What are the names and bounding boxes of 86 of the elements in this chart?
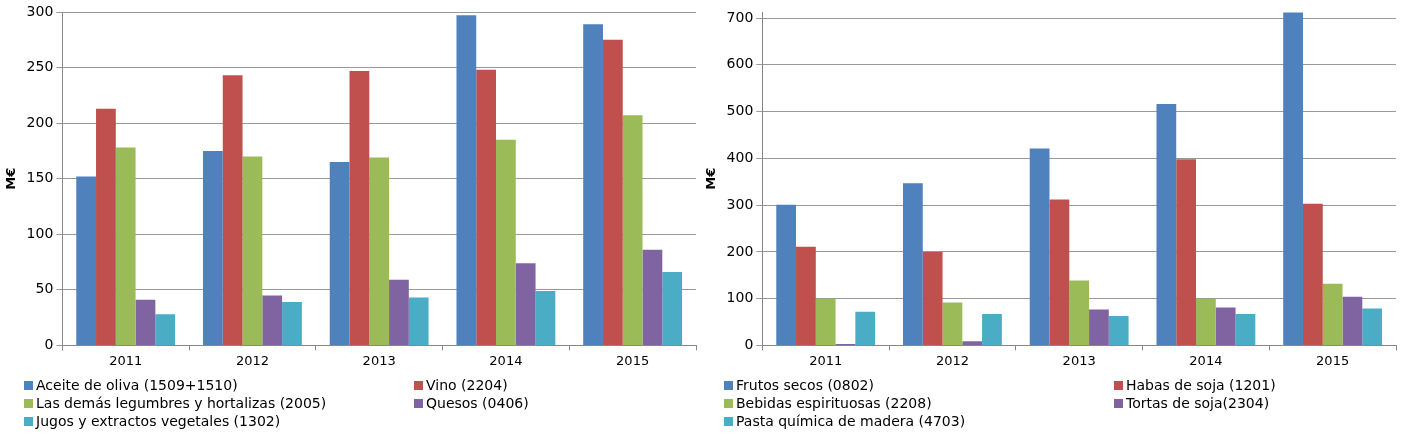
bar: [602, 39, 623, 345]
y-axis-title: M€: [3, 167, 19, 190]
legend-label: Aceite de oliva (1509+1510): [36, 376, 238, 394]
y-tick-label: 500: [726, 102, 754, 119]
bar: [662, 272, 683, 345]
bar: [222, 75, 243, 345]
legend-label: Vino (2204): [426, 376, 508, 394]
x-tick-label: 2012: [235, 352, 269, 368]
bar: [1176, 159, 1197, 345]
bar: [1049, 199, 1070, 345]
legend-label: Jugos y extractos vegetales (1302): [36, 412, 281, 430]
x-tick-label: 2015: [1316, 352, 1350, 368]
bar: [203, 150, 223, 345]
legend-label: Bebidas espirituosas (2208): [736, 394, 932, 412]
bar: [942, 302, 963, 345]
y-tick-label: 300: [26, 2, 54, 19]
bar: [622, 115, 643, 345]
bar: [1322, 283, 1343, 345]
bar: [1342, 296, 1363, 345]
y-tick-label: 700: [726, 8, 754, 25]
bar: [1108, 315, 1129, 345]
x-tick-label: 2011: [109, 352, 143, 368]
bar: [76, 176, 97, 345]
bar: [1362, 308, 1383, 345]
bar: [242, 156, 263, 345]
y-tick-label: 50: [35, 280, 54, 297]
legend-label: Frutos secos (0802): [736, 376, 874, 394]
bar: [515, 263, 536, 345]
legend-label: Quesos (0406): [426, 394, 529, 412]
bar: [1089, 309, 1109, 345]
bar: [329, 162, 350, 345]
bar: [1283, 12, 1303, 345]
bar: [1235, 314, 1256, 345]
y-axis-title: M€: [703, 167, 719, 190]
bar: [369, 157, 390, 345]
bar: [135, 299, 156, 345]
y-tick-label: 200: [26, 113, 54, 130]
y-tick-label: 150: [26, 169, 54, 186]
bar: [1029, 148, 1050, 345]
y-tick-label: 100: [726, 289, 754, 306]
bar: [815, 298, 836, 345]
bar: [262, 295, 283, 345]
bar: [903, 183, 923, 345]
bar: [1196, 298, 1216, 345]
y-tick-label: 600: [726, 55, 754, 72]
bar: [155, 314, 176, 345]
y-tick-label: 400: [726, 149, 754, 165]
y-tick-label: 0: [744, 336, 754, 353]
bar: [456, 15, 477, 345]
legend-label: Las demás legumbres y hortalizas (2005): [36, 394, 327, 412]
bar: [642, 249, 663, 345]
bar: [855, 311, 876, 345]
bar: [115, 147, 136, 345]
bar: [1215, 307, 1236, 345]
x-tick-label: 2013: [1062, 352, 1096, 368]
y-tick-label: 250: [26, 58, 54, 75]
bar: [1156, 104, 1177, 345]
x-tick-label: 2012: [935, 352, 969, 368]
legend-label: Habas de soja (1201): [1126, 376, 1276, 394]
y-tick-label: 0: [44, 336, 54, 353]
bar: [583, 24, 603, 345]
bar: [982, 314, 1002, 345]
bar: [389, 279, 409, 345]
y-tick-label: 300: [726, 195, 754, 212]
y-tick-label: 100: [26, 224, 54, 241]
bar: [922, 251, 943, 345]
bar: [476, 69, 497, 345]
bar: [282, 302, 302, 345]
bar: [962, 341, 983, 345]
x-tick-label: 2014: [1189, 352, 1223, 368]
legend-label: Tortas de soja(2304): [1126, 394, 1270, 412]
bar: [796, 246, 816, 345]
bar: [349, 70, 370, 345]
bar: [496, 139, 516, 345]
bar: [776, 204, 797, 345]
x-tick-label: 2011: [809, 352, 843, 368]
bar: [408, 297, 429, 345]
bar: [535, 290, 556, 345]
bar: [1302, 203, 1323, 345]
x-tick-label: 2015: [616, 352, 650, 368]
x-tick-label: 2013: [362, 352, 396, 368]
y-tick-label: 200: [726, 242, 754, 259]
bar: [1069, 280, 1090, 345]
x-tick-label: 2014: [489, 352, 523, 368]
bar: [96, 108, 116, 345]
legend-label: Pasta química de madera (4703): [736, 412, 966, 430]
